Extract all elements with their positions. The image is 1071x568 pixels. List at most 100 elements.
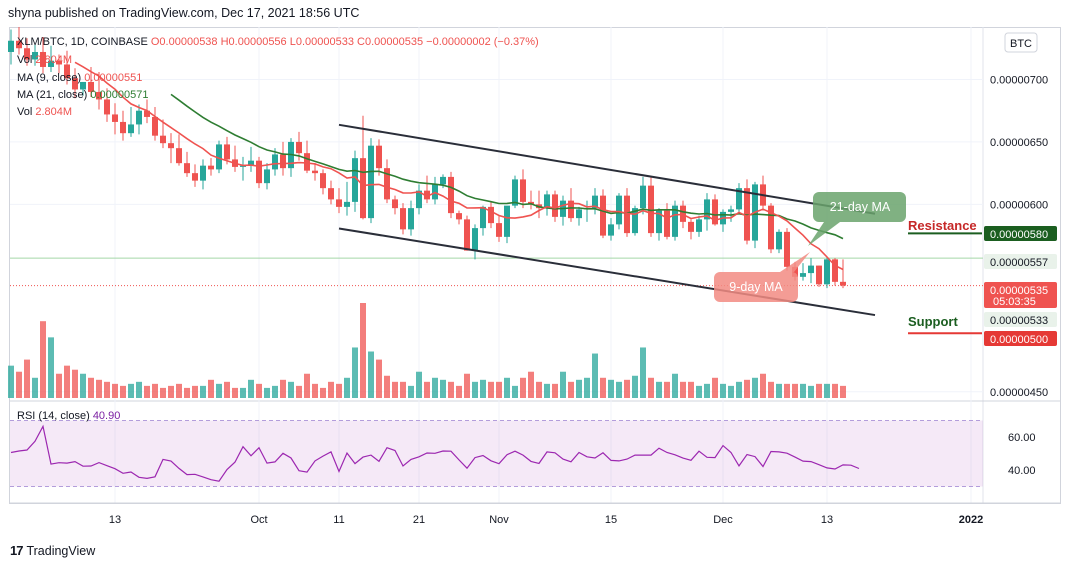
candle-body [424, 190, 430, 200]
currency-badge [1004, 32, 1038, 53]
legend-vol-label: Vol [17, 54, 33, 66]
price-axis-label-box [984, 226, 1057, 241]
candle-body [40, 51, 46, 67]
candle [424, 175, 430, 204]
volume-bar [112, 383, 118, 398]
candle [72, 68, 78, 99]
volume-bar [40, 321, 46, 398]
price-axis-label-countdown: 05:03:35 [993, 296, 1036, 308]
volume-bar [280, 379, 286, 398]
volume-bar [320, 387, 326, 398]
volume-bar [720, 383, 726, 398]
candle [704, 193, 710, 231]
candle-body [248, 160, 254, 166]
legend-symbol: XLM/BTC, 1D, COINBASE [17, 36, 148, 48]
volume-bar [352, 347, 358, 398]
ma9-callout: 9-day MA [714, 252, 810, 302]
volume-bar [424, 381, 430, 398]
volume-bar [392, 381, 398, 398]
candle [304, 140, 310, 174]
price-axis-label-box [984, 282, 1057, 308]
price-axis-label-box [984, 254, 1057, 269]
candle-body [408, 208, 414, 230]
candle [272, 148, 278, 176]
volume-bar [272, 385, 278, 398]
candle [640, 176, 646, 215]
candle-body [304, 153, 310, 171]
candle [160, 119, 166, 149]
candle [720, 209, 726, 232]
rsi-line [10, 424, 860, 482]
candle-body [640, 185, 646, 209]
candle [608, 218, 614, 241]
volume-bar [296, 385, 302, 398]
volume-bar [584, 377, 590, 398]
candle-body [240, 165, 246, 167]
rsi-tick-label: 60.00 [1008, 432, 1036, 444]
volume-bar [792, 383, 798, 398]
candle-body [328, 188, 334, 200]
tradingview-logo-icon: 17 [10, 543, 24, 558]
candle-body [416, 190, 422, 209]
candle-body [768, 205, 774, 250]
volume-bar [152, 383, 158, 398]
volume-bar [528, 371, 534, 398]
candle-body [520, 179, 526, 202]
candle-body [616, 195, 622, 225]
candle [48, 45, 54, 72]
volume-bar [608, 379, 614, 398]
tradingview-brand[interactable]: 17 TradingView [10, 543, 95, 558]
volume-bar [440, 379, 446, 398]
candle-body [472, 228, 478, 251]
candle [376, 139, 382, 176]
candle-body [592, 195, 598, 209]
volume-bar [144, 385, 150, 398]
ma21-callout-pointer [808, 222, 840, 246]
candle-body [208, 165, 214, 170]
legend-ma21-value: 0.00000571 [90, 89, 149, 101]
candle [24, 38, 30, 66]
candle [672, 200, 678, 241]
candle [760, 175, 766, 211]
candle-body [160, 135, 166, 144]
time-tick-label: 15 [605, 514, 617, 526]
rsi-band [10, 420, 983, 487]
time-tick-label: 13 [821, 514, 833, 526]
candle-body [352, 158, 358, 202]
legend-row-vol2: Vol 2.804M [17, 106, 72, 118]
candle-body [576, 209, 582, 219]
candle [176, 134, 182, 166]
candle-body [824, 259, 830, 285]
candle-body [264, 169, 270, 184]
price-axis-label: 0.00000557 [984, 254, 1057, 269]
candle [696, 215, 702, 237]
volume-bar [184, 387, 190, 398]
volume-bar [200, 385, 206, 398]
candle-body [784, 231, 790, 267]
price-axis-label: 0.00000500 [984, 331, 1057, 346]
candle [576, 206, 582, 226]
volume-bar [224, 381, 230, 398]
candle [504, 205, 510, 244]
volume-bar [568, 381, 574, 398]
legend-open: O0.00000538 [150, 36, 218, 48]
candle-body [512, 179, 518, 206]
volume-bar [80, 373, 86, 398]
volume-bar [832, 383, 838, 398]
volume-bar [808, 385, 814, 398]
volume-bar [680, 381, 686, 398]
volume-bar [696, 385, 702, 398]
candle [280, 141, 286, 176]
volume-bar [552, 383, 558, 398]
candle-body [384, 168, 390, 200]
candle [120, 110, 126, 141]
volume-bar [496, 381, 502, 398]
candle-body [504, 205, 510, 237]
price-tick-label: 0.00000650 [990, 137, 1048, 149]
candle [600, 189, 606, 239]
volume-bar [704, 383, 710, 398]
candle [136, 104, 142, 135]
candle [96, 71, 102, 110]
volume-bar [512, 385, 518, 398]
